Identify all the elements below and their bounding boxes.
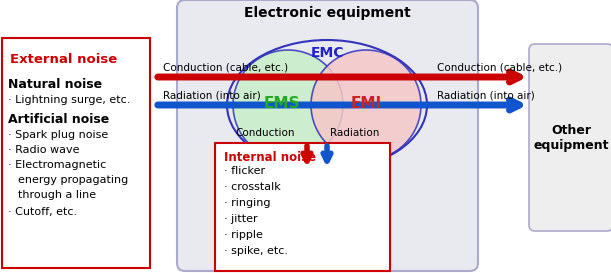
Text: Artificial noise: Artificial noise — [8, 113, 109, 126]
Text: Conduction (cable, etc.): Conduction (cable, etc.) — [163, 63, 288, 73]
Text: through a line: through a line — [18, 190, 96, 200]
Circle shape — [311, 50, 421, 160]
Text: · crosstalk: · crosstalk — [224, 182, 280, 192]
Text: · jitter: · jitter — [224, 214, 258, 224]
Text: Internal noise: Internal noise — [224, 151, 316, 164]
Text: EMC: EMC — [310, 46, 344, 60]
Text: Conduction (cable, etc.): Conduction (cable, etc.) — [437, 63, 562, 73]
Text: EMS: EMS — [264, 96, 300, 111]
Text: · Cutoff, etc.: · Cutoff, etc. — [8, 207, 77, 217]
Text: Electronic equipment: Electronic equipment — [244, 6, 411, 20]
FancyBboxPatch shape — [529, 44, 611, 231]
Text: · ringing: · ringing — [224, 198, 271, 208]
Text: Other
equipment: Other equipment — [533, 124, 609, 152]
Text: Radiation: Radiation — [330, 128, 379, 138]
Text: External noise: External noise — [10, 53, 117, 66]
FancyBboxPatch shape — [177, 0, 478, 271]
Text: · spike, etc.: · spike, etc. — [224, 246, 288, 256]
Text: energy propagating: energy propagating — [18, 175, 128, 185]
Text: EMI: EMI — [351, 96, 381, 111]
Bar — [2, 38, 150, 268]
Text: · Electromagnetic: · Electromagnetic — [8, 160, 106, 170]
Bar — [215, 143, 390, 271]
Text: · ripple: · ripple — [224, 230, 263, 240]
Text: Radiation (into air): Radiation (into air) — [163, 91, 261, 101]
Text: · flicker: · flicker — [224, 166, 265, 176]
Text: Radiation (into air): Radiation (into air) — [437, 91, 535, 101]
Circle shape — [233, 50, 343, 160]
Text: Natural noise: Natural noise — [8, 78, 102, 91]
Text: · Spark plug noise: · Spark plug noise — [8, 130, 108, 140]
Text: · Lightning surge, etc.: · Lightning surge, etc. — [8, 95, 130, 105]
Text: Conduction: Conduction — [235, 128, 295, 138]
Text: · Radio wave: · Radio wave — [8, 145, 79, 155]
